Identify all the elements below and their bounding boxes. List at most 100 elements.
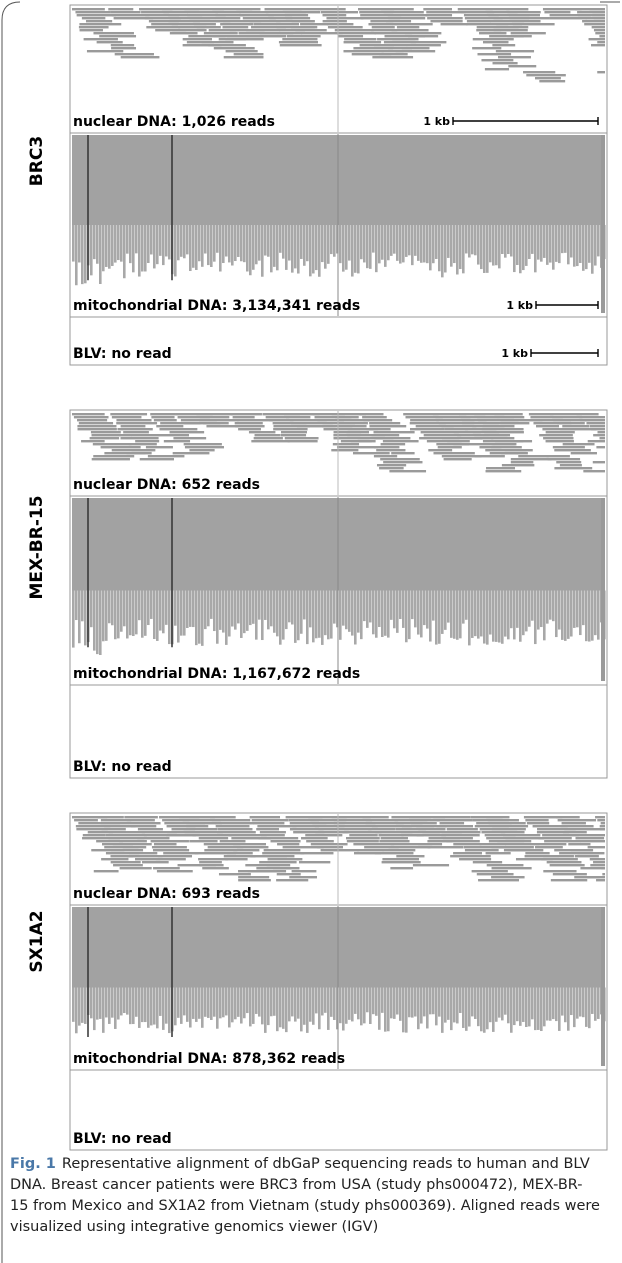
read-stack <box>237 987 240 1017</box>
read <box>550 879 588 882</box>
frame <box>1 1 21 1263</box>
read <box>137 837 170 840</box>
read-stack <box>492 590 495 642</box>
read <box>589 425 605 428</box>
read <box>482 41 509 44</box>
read <box>289 822 327 825</box>
read <box>560 428 597 431</box>
read <box>120 425 146 428</box>
read <box>552 446 585 449</box>
sample-label: BRC3 <box>27 136 47 186</box>
read <box>237 419 273 422</box>
read <box>553 419 590 422</box>
read <box>108 837 145 840</box>
read <box>110 861 141 864</box>
read-stack <box>348 225 351 261</box>
read <box>179 816 215 819</box>
read <box>387 14 429 17</box>
read <box>199 416 230 419</box>
read-stack <box>438 590 441 644</box>
read-stack <box>210 590 213 619</box>
read-stack <box>558 225 561 264</box>
reads <box>72 906 606 1069</box>
read <box>495 440 533 443</box>
caption: Fig. 1 Representative alignment of dbGaP … <box>10 1154 600 1238</box>
read <box>253 23 278 26</box>
read <box>137 828 163 831</box>
read <box>597 71 605 74</box>
read-stack <box>564 225 567 253</box>
read <box>74 819 98 822</box>
read <box>353 47 394 50</box>
read <box>528 413 554 416</box>
read <box>282 846 324 849</box>
read-stack <box>168 987 171 1034</box>
read <box>247 870 287 873</box>
read <box>352 452 390 455</box>
sample-label: SX1A2 <box>27 910 47 972</box>
read-stack <box>144 987 147 1023</box>
read-stack <box>375 590 378 638</box>
read-stack <box>273 590 276 633</box>
read <box>563 831 587 834</box>
read-stack <box>243 225 246 263</box>
track-label: mitochondrial DNA: 1,167,672 reads <box>73 666 360 682</box>
read-stack <box>105 225 108 267</box>
read-stack <box>495 590 498 642</box>
read <box>476 873 514 876</box>
read-stack <box>594 987 597 1021</box>
read-stack <box>498 590 501 643</box>
read-stack <box>411 590 414 620</box>
read <box>376 464 407 467</box>
read-stack <box>516 225 519 265</box>
read-stack <box>315 225 318 271</box>
read <box>593 17 605 20</box>
read-stack <box>432 987 435 1015</box>
read-stack <box>225 590 228 645</box>
panel: SX1A2 nuclear DNA: 693 reads mitochondrial… <box>27 812 608 1151</box>
read-stack <box>159 987 162 1016</box>
read <box>162 819 190 822</box>
read-stack <box>111 590 114 626</box>
read-stack <box>552 225 555 270</box>
read-stack <box>321 987 324 1016</box>
read <box>538 837 572 840</box>
read <box>500 422 530 425</box>
read <box>114 53 154 56</box>
read <box>526 74 566 77</box>
read-stack <box>75 987 78 1034</box>
read <box>401 834 424 837</box>
read-stack <box>153 987 156 1025</box>
read <box>347 428 379 431</box>
read <box>384 35 426 38</box>
read <box>159 428 198 431</box>
read <box>251 819 289 822</box>
read-stack <box>402 225 405 263</box>
read <box>556 816 580 819</box>
read <box>486 837 525 840</box>
read <box>223 56 264 59</box>
read-stack <box>465 225 468 254</box>
read <box>587 846 605 849</box>
read-stack <box>222 987 225 1018</box>
read <box>300 852 334 855</box>
read-stack <box>543 225 546 258</box>
read-stack <box>471 987 474 1017</box>
read <box>383 41 417 44</box>
read-stack <box>528 987 531 1027</box>
read <box>122 846 147 849</box>
read <box>437 446 462 449</box>
read-stack <box>258 590 261 620</box>
read <box>510 32 546 35</box>
read <box>214 822 255 825</box>
read <box>497 56 531 59</box>
read <box>293 831 325 834</box>
read-stack <box>525 590 528 632</box>
read <box>196 413 233 416</box>
read-stack <box>267 590 270 630</box>
read <box>343 50 384 53</box>
read <box>481 59 514 62</box>
read <box>510 458 552 461</box>
read-stack <box>510 225 513 257</box>
read <box>322 14 347 17</box>
